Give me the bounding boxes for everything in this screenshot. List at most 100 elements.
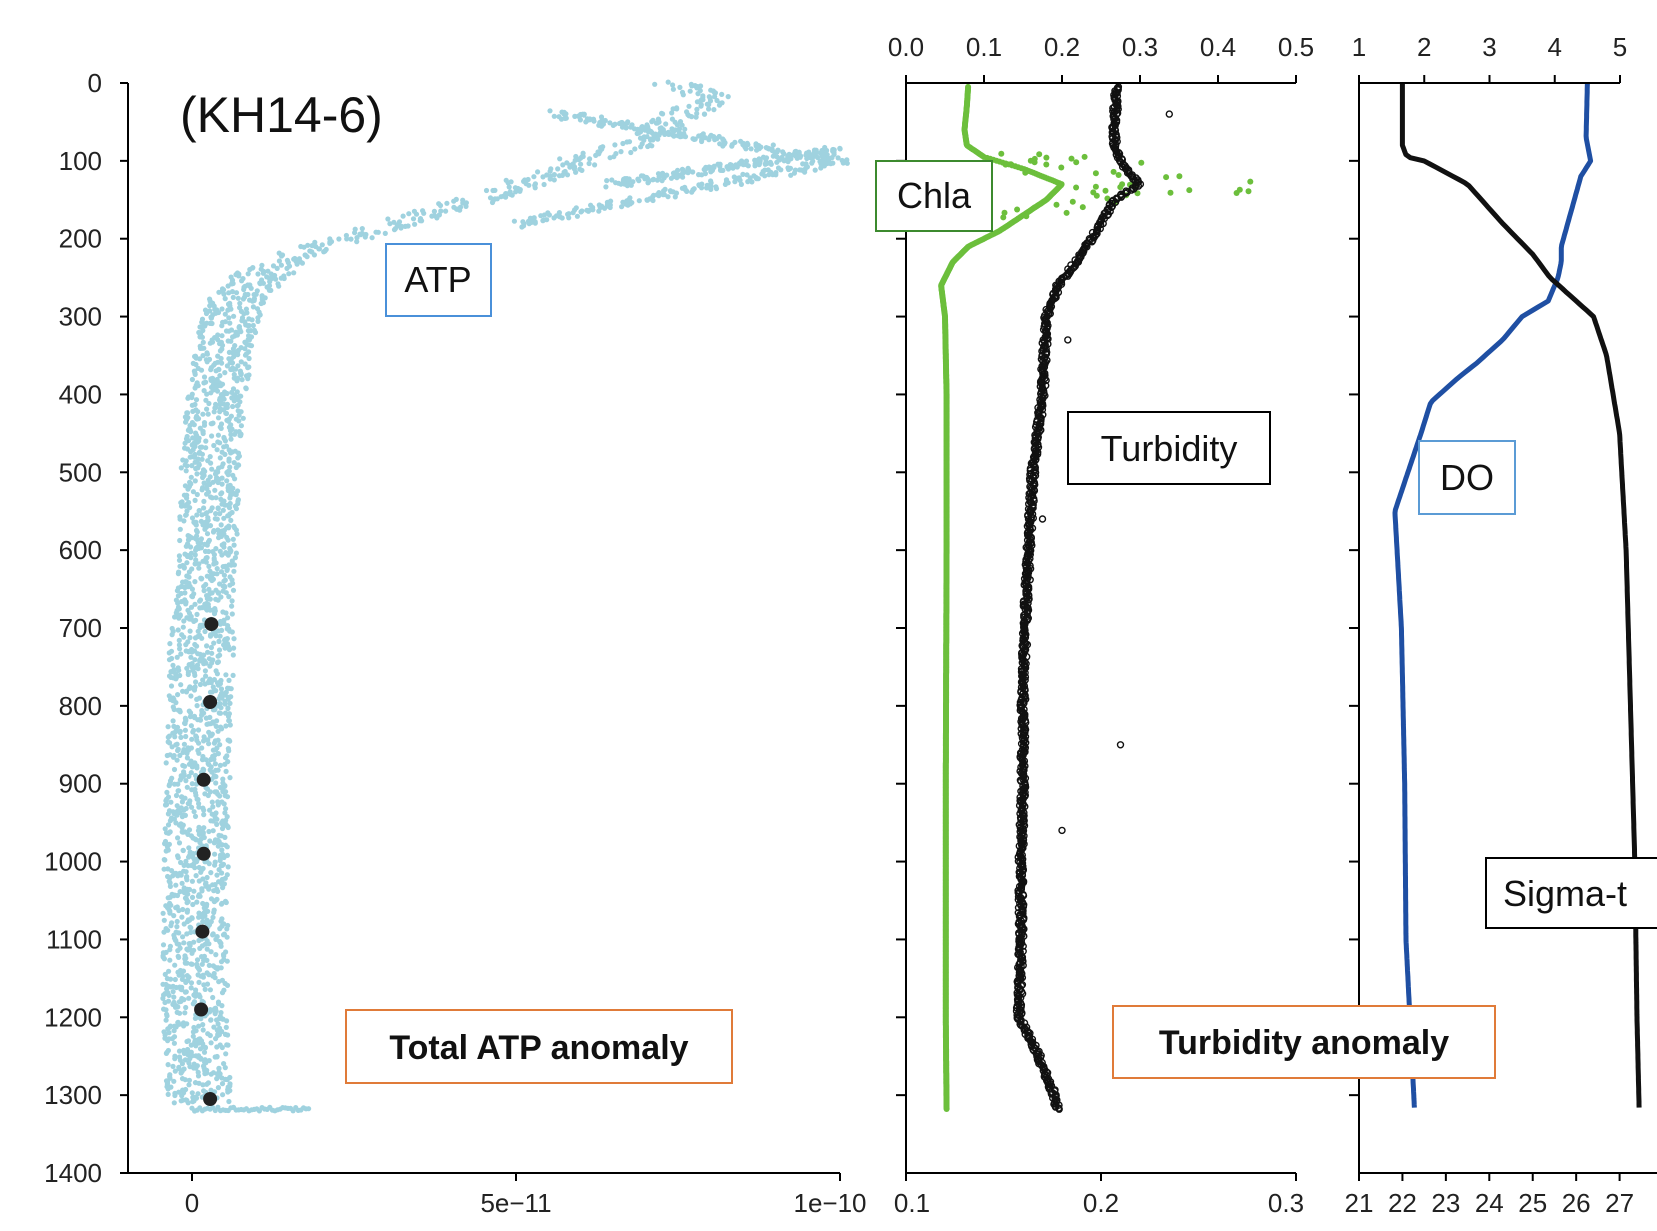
atp-point [221, 578, 227, 584]
atp-point [175, 835, 181, 841]
atp-point [551, 215, 557, 221]
atp-point [211, 740, 217, 746]
atp-point [236, 412, 242, 418]
atp-point [225, 1089, 231, 1095]
atp-point [200, 558, 206, 564]
atp-point [357, 231, 363, 237]
atp-point [161, 866, 167, 872]
atp-point [208, 460, 214, 466]
atp-point [222, 584, 228, 590]
atp-point [163, 798, 169, 804]
atp-point [624, 183, 631, 189]
depth-tick-label: 600 [59, 535, 102, 565]
atp-point [185, 1038, 192, 1044]
atp-point [165, 734, 171, 740]
atp-point [526, 182, 532, 188]
atp-point [183, 778, 189, 784]
atp-point [513, 189, 519, 195]
atp-point [217, 793, 223, 799]
atp-point [223, 410, 230, 417]
atp-point [250, 322, 256, 329]
atp-point [210, 804, 216, 810]
atp-point [763, 145, 769, 151]
atp-point [181, 807, 187, 813]
atp-point [744, 140, 750, 146]
atp-point [193, 397, 200, 403]
atp-point [304, 254, 310, 260]
atp-point [410, 216, 417, 222]
atp-point [604, 178, 610, 184]
atp-point [175, 948, 181, 954]
atp-point [165, 1062, 171, 1068]
atp-point [169, 744, 175, 750]
atp-point [176, 667, 182, 674]
atp-point [721, 141, 728, 147]
atp-point [763, 160, 769, 166]
atp-point [226, 315, 232, 321]
atp-point [183, 750, 189, 756]
atp-point [235, 295, 241, 301]
atp-point [252, 329, 259, 336]
atp-point [219, 1003, 225, 1009]
atp-point [820, 159, 826, 165]
atp-point [226, 328, 232, 334]
atp-point [225, 824, 231, 831]
atp-point [192, 790, 199, 796]
atp-point [559, 215, 565, 221]
panel-atp: 0100200300400500600700800900100011001200… [44, 68, 866, 1218]
atp-point [212, 487, 218, 493]
atp-point [682, 134, 689, 140]
atp-point [636, 130, 642, 136]
atp-point [174, 674, 180, 680]
atp-point [184, 877, 190, 883]
chla-point [1167, 189, 1174, 196]
atp-point [278, 262, 284, 268]
atp-point [826, 156, 832, 162]
atp-point [213, 723, 219, 730]
atp-point [181, 921, 187, 927]
atp-point [201, 498, 207, 504]
atp-point [224, 363, 230, 369]
atp-point [708, 180, 714, 186]
atp-point [225, 307, 231, 313]
atp-point [180, 688, 186, 694]
atp-point [188, 654, 194, 660]
atp-point [186, 1082, 192, 1088]
atp-point [224, 926, 230, 932]
atp-point [182, 1010, 188, 1016]
atp-point [200, 1082, 206, 1088]
atp-point [218, 959, 225, 965]
atp-point [222, 1031, 228, 1037]
atp-point [200, 1022, 206, 1028]
atp-point [201, 734, 207, 740]
atp-point [191, 422, 197, 428]
chla-point [1092, 183, 1099, 190]
atp-point [463, 203, 469, 209]
atp-point [184, 886, 190, 892]
atp-point [165, 1091, 171, 1097]
atp-point [172, 1092, 178, 1099]
atp-point [197, 1046, 204, 1052]
atp-point [200, 900, 206, 907]
atp-point [165, 1038, 171, 1044]
atp-point [196, 740, 202, 746]
atp-point [189, 764, 195, 770]
atp-point [221, 515, 227, 521]
atp-point [344, 236, 350, 242]
atp-point [194, 643, 200, 649]
atp-point [201, 505, 207, 511]
chla-point [1102, 187, 1109, 194]
atp-point [204, 643, 210, 649]
atp-point [638, 173, 645, 179]
atp-point [209, 577, 215, 584]
atp-point [192, 371, 198, 377]
atp-point [184, 560, 190, 566]
atp-point [257, 281, 263, 287]
atp-point [211, 611, 218, 617]
atp-point [182, 795, 188, 801]
atp-point [247, 266, 253, 273]
atp-point [163, 1007, 169, 1013]
atp-point [647, 142, 653, 148]
atp-point [188, 710, 194, 716]
atp-point [204, 957, 210, 964]
